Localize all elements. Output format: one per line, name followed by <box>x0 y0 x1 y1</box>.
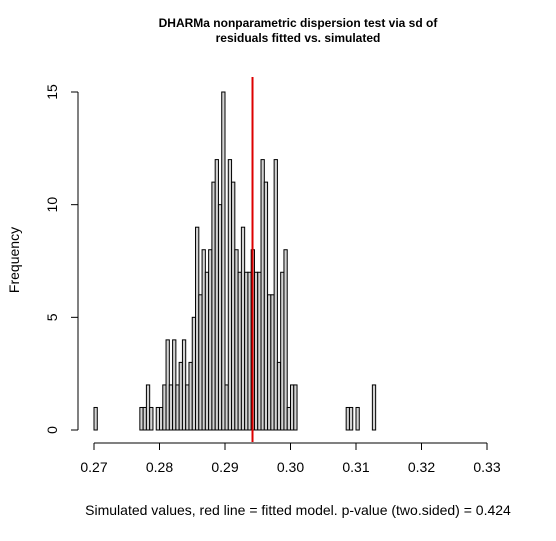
y-tick-label: 10 <box>44 197 60 213</box>
histogram-bar <box>221 91 226 431</box>
x-tick-label: 0.29 <box>211 459 238 475</box>
x-axis: 0.27 0.28 0.29 0.30 0.31 0.32 0.33 <box>80 442 501 475</box>
x-tick-label: 0.32 <box>408 459 435 475</box>
histogram-bar <box>345 406 350 431</box>
histogram-bar <box>93 406 98 431</box>
x-tick-label: 0.33 <box>473 459 500 475</box>
title-line-1: DHARMa nonparametric dispersion test via… <box>159 16 439 30</box>
histogram-bar <box>273 159 278 431</box>
y-axis: 0 5 10 15 <box>44 84 79 434</box>
x-tick-label: 0.28 <box>146 459 173 475</box>
x-tick-label: 0.27 <box>80 459 107 475</box>
y-tick-label: 5 <box>44 313 60 321</box>
histogram-bar <box>263 181 269 431</box>
histogram-bar <box>371 384 377 431</box>
y-axis-label: Frequency <box>6 227 22 293</box>
histogram-bar <box>185 384 190 431</box>
histogram-bars <box>93 91 377 431</box>
histogram-bar <box>276 361 282 431</box>
y-tick-label: 15 <box>44 84 60 100</box>
histogram-bar <box>149 406 154 431</box>
histogram-bar <box>178 361 183 431</box>
histogram-bar <box>293 384 298 431</box>
histogram-bar <box>355 406 360 431</box>
histogram-bar <box>348 406 354 431</box>
chart-title: DHARMa nonparametric dispersion test via… <box>159 16 439 45</box>
x-axis-label: Simulated values, red line = fitted mode… <box>85 502 511 518</box>
histogram-bar <box>283 249 288 431</box>
x-tick-label: 0.30 <box>277 459 304 475</box>
x-tick-label: 0.31 <box>342 459 369 475</box>
histogram-bar <box>172 339 177 431</box>
y-tick-label: 0 <box>44 426 60 434</box>
title-line-2: residuals fitted vs. simulated <box>216 31 381 45</box>
